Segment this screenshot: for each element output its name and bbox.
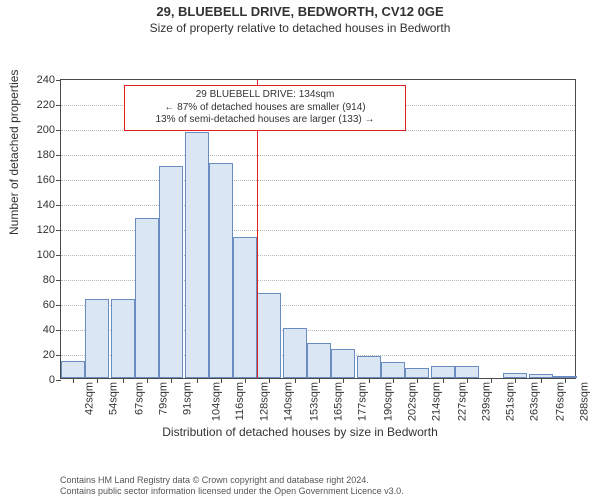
gridline xyxy=(61,180,575,181)
annotation-line: 13% of semi-detached houses are larger (… xyxy=(131,114,399,127)
xtick-mark xyxy=(269,378,270,383)
ytick-label: 180 xyxy=(37,149,61,161)
xtick-mark xyxy=(565,378,566,383)
annotation-box: 29 BLUEBELL DRIVE: 134sqm← 87% of detach… xyxy=(124,85,406,131)
histogram-bar xyxy=(209,163,233,378)
annotation-line: 29 BLUEBELL DRIVE: 134sqm xyxy=(131,89,399,102)
xtick-mark xyxy=(417,378,418,383)
histogram-bar xyxy=(381,362,405,378)
y-axis-title: Number of detached properties xyxy=(7,70,21,235)
xtick-mark xyxy=(343,378,344,383)
ytick-label: 60 xyxy=(43,299,61,311)
xtick-mark xyxy=(147,378,148,383)
histogram-bar xyxy=(85,299,109,378)
xtick-label: 140sqm xyxy=(283,378,295,417)
xtick-mark xyxy=(197,378,198,383)
ytick-label: 100 xyxy=(37,249,61,261)
chart-title-main: 29, BLUEBELL DRIVE, BEDWORTH, CV12 0GE xyxy=(0,4,600,19)
histogram-bar xyxy=(185,132,209,378)
xtick-mark xyxy=(467,378,468,383)
histogram-bar xyxy=(455,366,479,379)
histogram-bar xyxy=(307,343,331,378)
xtick-label: 128sqm xyxy=(259,378,271,417)
xtick-label: 153sqm xyxy=(309,378,321,417)
xtick-mark xyxy=(123,378,124,383)
xtick-label: 214sqm xyxy=(431,378,443,417)
histogram-bar xyxy=(431,366,455,379)
ytick-label: 200 xyxy=(37,124,61,136)
xtick-label: 202sqm xyxy=(407,378,419,417)
xtick-label: 177sqm xyxy=(357,378,369,417)
xtick-mark xyxy=(245,378,246,383)
xtick-label: 251sqm xyxy=(505,378,517,417)
xtick-mark xyxy=(319,378,320,383)
xtick-mark xyxy=(443,378,444,383)
histogram-bar xyxy=(357,356,381,379)
histogram-bar xyxy=(331,349,355,378)
chart-container: Number of detached properties 0 20 40 60 80 1… xyxy=(0,35,600,425)
xtick-label: 91sqm xyxy=(182,378,194,411)
xtick-label: 116sqm xyxy=(234,378,246,416)
ytick-label: 140 xyxy=(37,199,61,211)
credits: Contains HM Land Registry data © Crown c… xyxy=(60,475,404,498)
ytick-label: 160 xyxy=(37,174,61,186)
annotation-line: ← 87% of detached houses are smaller (91… xyxy=(131,102,399,115)
xtick-mark xyxy=(515,378,516,383)
histogram-bar xyxy=(111,299,135,378)
xtick-mark xyxy=(369,378,370,383)
ytick-label: 40 xyxy=(43,324,61,336)
gridline xyxy=(61,205,575,206)
xtick-label: 263sqm xyxy=(529,378,541,417)
ytick-label: 80 xyxy=(43,274,61,286)
xtick-label: 227sqm xyxy=(457,378,469,417)
x-axis-title: Distribution of detached houses by size … xyxy=(0,425,600,439)
xtick-mark xyxy=(221,378,222,383)
xtick-mark xyxy=(171,378,172,383)
histogram-bar xyxy=(135,218,159,378)
xtick-label: 288sqm xyxy=(579,378,591,417)
xtick-mark xyxy=(295,378,296,383)
chart-title-sub: Size of property relative to detached ho… xyxy=(0,21,600,35)
ytick-label: 120 xyxy=(37,224,61,236)
xtick-mark xyxy=(393,378,394,383)
ytick-label: 240 xyxy=(37,74,61,86)
histogram-bar xyxy=(233,237,257,378)
histogram-bar xyxy=(257,293,281,378)
credits-line-2: Contains public sector information licen… xyxy=(60,486,404,498)
xtick-label: 239sqm xyxy=(481,378,493,417)
xtick-label: 276sqm xyxy=(555,378,567,417)
xtick-label: 54sqm xyxy=(108,378,120,411)
xtick-label: 79sqm xyxy=(158,378,170,411)
gridline xyxy=(61,155,575,156)
xtick-mark xyxy=(541,378,542,383)
ytick-label: 0 xyxy=(49,374,61,386)
ytick-label: 20 xyxy=(43,349,61,361)
credits-line-1: Contains HM Land Registry data © Crown c… xyxy=(60,475,404,487)
xtick-mark xyxy=(491,378,492,383)
xtick-label: 67sqm xyxy=(134,378,146,411)
xtick-label: 165sqm xyxy=(333,378,345,417)
xtick-mark xyxy=(97,378,98,383)
xtick-mark xyxy=(73,378,74,383)
ytick-label: 220 xyxy=(37,99,61,111)
xtick-label: 190sqm xyxy=(383,378,395,417)
xtick-label: 42sqm xyxy=(84,378,96,411)
histogram-bar xyxy=(61,361,85,379)
histogram-bar xyxy=(159,166,183,379)
histogram-bar xyxy=(405,368,429,378)
histogram-bar xyxy=(283,328,307,378)
xtick-label: 104sqm xyxy=(211,378,223,417)
